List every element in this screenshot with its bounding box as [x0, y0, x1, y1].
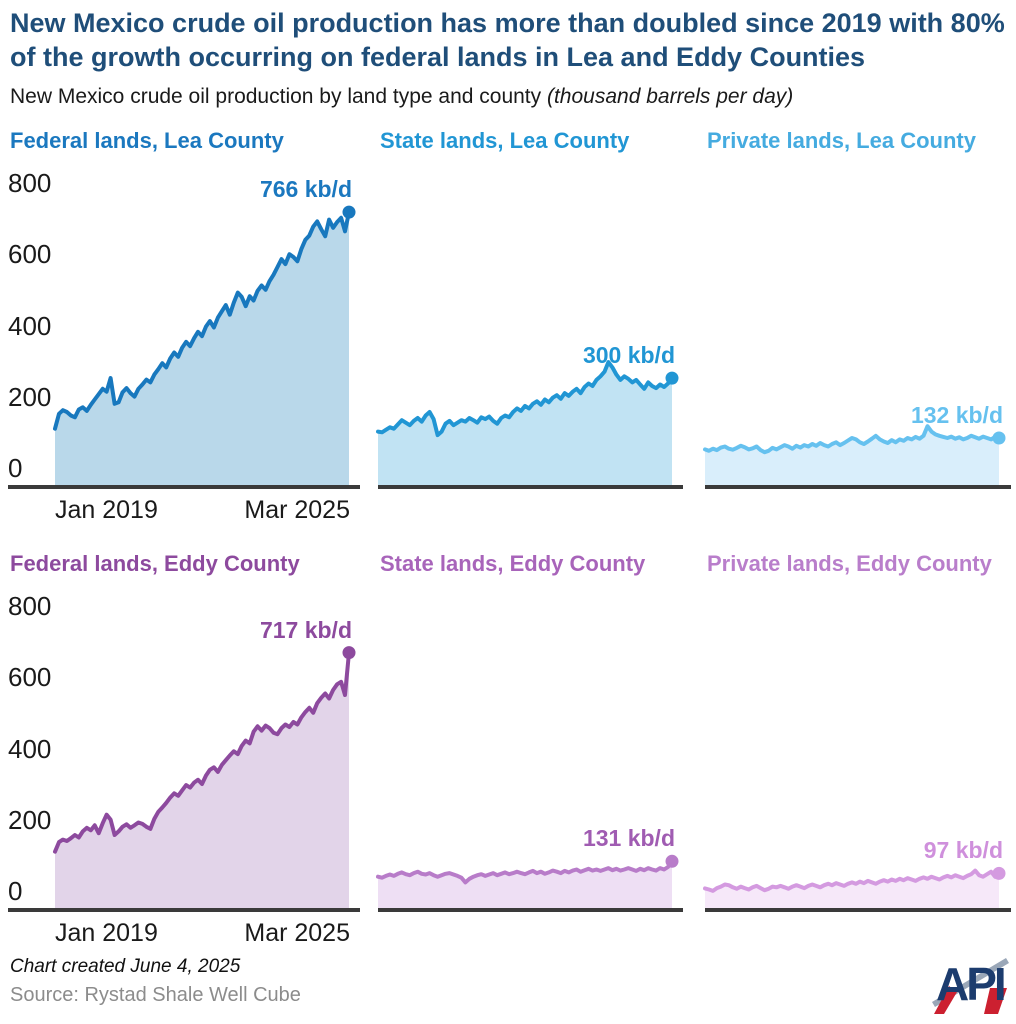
- subplot-title-state-eddy: State lands, Eddy County: [380, 551, 646, 576]
- x-axis-line: [705, 908, 1011, 912]
- logo-red-right: [984, 988, 1007, 1014]
- y-tick-label: 0: [8, 876, 23, 906]
- x-axis-line: [705, 485, 1011, 489]
- y-axis-labels: 800 600 400 200 0: [8, 549, 54, 929]
- chart-subtitle: New Mexico crude oil production by land …: [10, 84, 1008, 110]
- chart-header: New Mexico crude oil production has more…: [10, 6, 1008, 110]
- x-axis-line: [378, 908, 683, 912]
- subplot-title-private-eddy: Private lands, Eddy County: [707, 551, 992, 576]
- created-note: Chart created June 4, 2025: [10, 956, 241, 977]
- api-logo: API: [932, 948, 1012, 1018]
- logo-text: API: [936, 958, 1004, 1010]
- subplot-federal-lea: Federal lands, Lea County 800 600 400 200 0 …: [8, 126, 360, 526]
- area-chart-federal-eddy: [53, 646, 356, 908]
- latest-value-label: 717 kb/d: [259, 616, 352, 643]
- latest-value-label: 131 kb/d: [582, 825, 675, 852]
- y-tick-label: 800: [8, 168, 52, 198]
- subplot-title-state-lea: State lands, Lea County: [380, 128, 630, 153]
- area-chart-federal-lea: [53, 205, 356, 485]
- subplot-state-lea: State lands, Lea County 300 kb/d: [376, 126, 683, 526]
- x-tick-end: Mar 2025: [244, 919, 350, 947]
- subplot-title-federal-eddy: Federal lands, Eddy County: [10, 551, 300, 576]
- x-axis-labels: Jan 2019 Mar 2025: [55, 496, 350, 525]
- chart-title: New Mexico crude oil production has more…: [10, 8, 1005, 72]
- subplot-title-private-lea: Private lands, Lea County: [707, 128, 976, 153]
- y-axis-labels: 800 600 400 200 0: [8, 126, 54, 506]
- y-tick-label: 200: [8, 804, 52, 835]
- chart-subtitle-units: (thousand barrels per day): [546, 85, 794, 108]
- logo-red-left: [934, 986, 957, 1014]
- x-axis-labels: Jan 2019 Mar 2025: [55, 919, 350, 948]
- y-tick-label: 400: [8, 310, 52, 341]
- latest-value-label: 300 kb/d: [582, 342, 675, 369]
- y-tick-label: 200: [8, 381, 52, 412]
- api-logo-graphic: API: [932, 958, 1009, 1014]
- subplot-state-eddy: State lands, Eddy County 131 kb/d: [376, 549, 683, 949]
- subplot-private-lea: Private lands, Lea County 132 kb/d: [703, 126, 1011, 526]
- x-axis-line: [8, 485, 360, 489]
- source-note: Source: Rystad Shale Well Cube: [10, 984, 301, 1006]
- latest-value-label: 97 kb/d: [923, 837, 1003, 864]
- area-chart-state-lea: [376, 360, 679, 485]
- x-tick-start: Jan 2019: [55, 496, 158, 524]
- area-chart-private-lea: [703, 424, 1006, 485]
- latest-value-label: 766 kb/d: [259, 176, 352, 203]
- y-tick-label: 600: [8, 239, 52, 270]
- area-chart-private-eddy: [703, 866, 1006, 908]
- subplot-private-eddy: Private lands, Eddy County 97 kb/d: [703, 549, 1011, 949]
- y-tick-label: 0: [8, 453, 23, 483]
- x-axis-line: [378, 485, 683, 489]
- x-axis-line: [8, 908, 360, 912]
- y-tick-label: 400: [8, 733, 52, 764]
- subplot-federal-eddy: Federal lands, Eddy County 800 600 400 200 0…: [8, 549, 360, 949]
- x-tick-start: Jan 2019: [55, 919, 158, 947]
- area-chart-state-eddy: [376, 854, 679, 908]
- chart-subtitle-text: New Mexico crude oil production by land …: [10, 85, 542, 108]
- subplot-title-federal-lea: Federal lands, Lea County: [10, 128, 284, 153]
- y-tick-label: 800: [8, 591, 52, 621]
- x-tick-end: Mar 2025: [244, 496, 350, 524]
- y-tick-label: 600: [8, 662, 52, 693]
- latest-value-label: 132 kb/d: [910, 401, 1003, 428]
